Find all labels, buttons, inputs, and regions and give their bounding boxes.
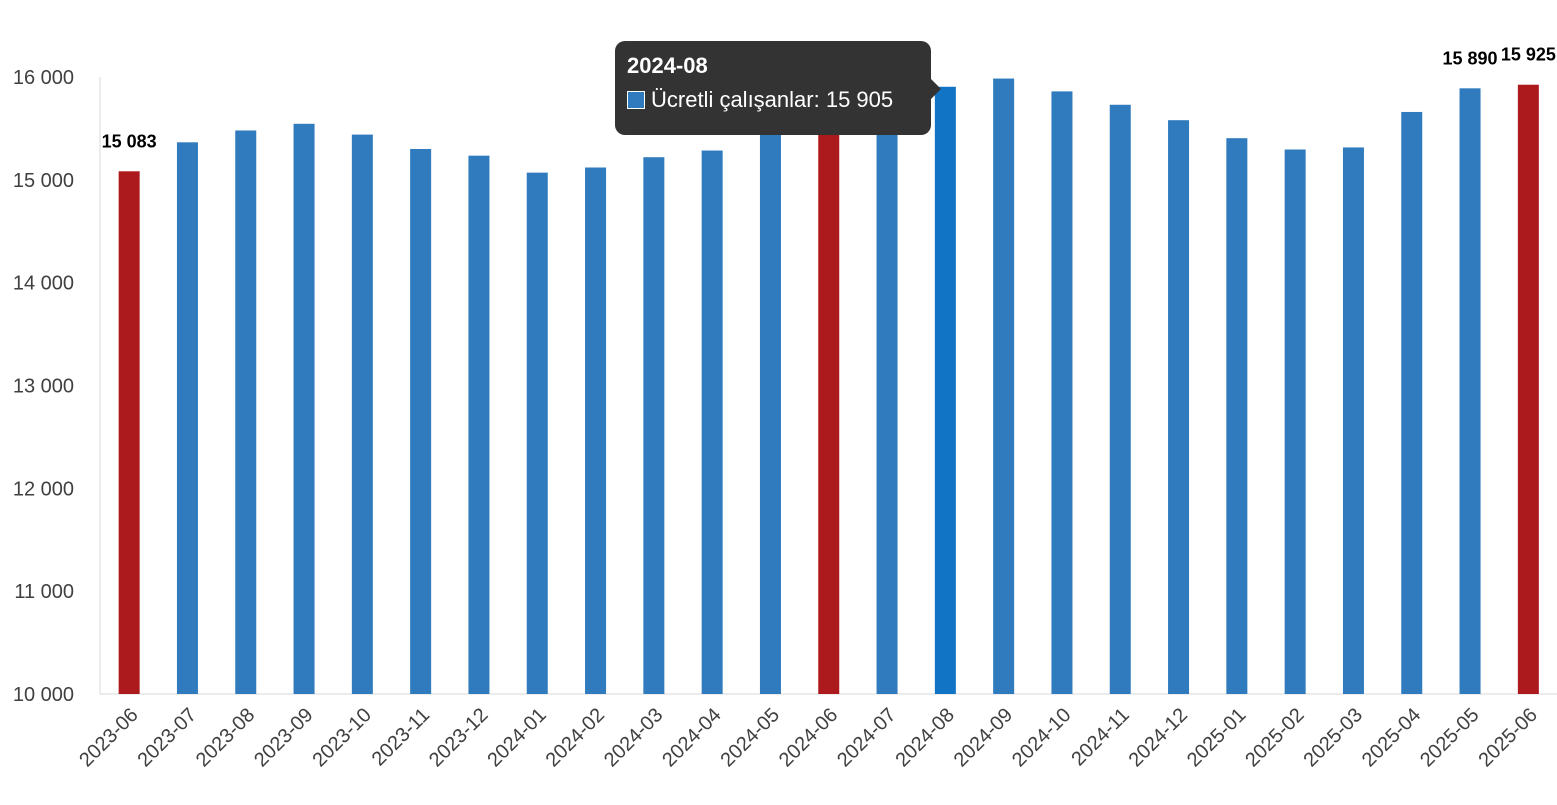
bar	[876, 86, 898, 694]
x-tick-label: 2024-11	[1067, 704, 1133, 770]
bar	[1459, 88, 1481, 695]
bar	[1342, 147, 1364, 695]
bar	[993, 78, 1015, 695]
bar	[643, 157, 665, 694]
x-tick-label: 2023-10	[308, 704, 375, 771]
bar	[235, 130, 257, 694]
bar	[1051, 91, 1073, 694]
x-tick-label: 2023-12	[425, 704, 492, 771]
bar	[526, 172, 548, 694]
x-tick-label: 2023-09	[250, 704, 317, 771]
tooltip-series-swatch	[627, 91, 645, 109]
tooltip-title: 2024-08	[627, 53, 708, 78]
y-tick-label: 16 000	[13, 67, 74, 89]
bar	[1226, 138, 1248, 694]
x-tick-label: 2025-05	[1416, 704, 1483, 771]
tooltip-row: Ücretli çalışanlar: 15 905	[627, 87, 919, 113]
x-tick-label: 2023-07	[134, 704, 201, 771]
y-tick-label: 15 000	[13, 170, 74, 192]
x-tick-label: 2023-08	[192, 704, 259, 771]
bar	[293, 123, 315, 694]
y-tick-label: 13 000	[13, 376, 74, 398]
x-tick-label: 2023-11	[368, 704, 434, 770]
bar	[934, 86, 956, 694]
bar	[1517, 84, 1539, 694]
bar	[1109, 104, 1131, 694]
x-tick-label: 2024-04	[658, 704, 725, 771]
y-tick-label: 10 000	[13, 684, 74, 706]
bar	[351, 134, 373, 694]
x-tick-label: 2024-02	[542, 704, 609, 771]
bar	[701, 150, 723, 695]
x-tick-label: 2024-06	[775, 704, 842, 771]
tooltip-label: Ücretli çalışanlar: 15 905	[651, 87, 894, 112]
bar	[1284, 149, 1306, 694]
x-tick-label: 2024-08	[891, 704, 958, 771]
x-tick-label: 2025-01	[1183, 704, 1250, 771]
bar	[176, 142, 198, 694]
data-label: 15 890	[1443, 48, 1498, 68]
x-tick-label: 2025-02	[1241, 704, 1308, 771]
bar	[118, 171, 140, 695]
bar	[1401, 111, 1423, 695]
x-tick-label: 2025-06	[1474, 704, 1541, 771]
x-tick-label: 2024-07	[833, 704, 900, 771]
bar	[1168, 120, 1190, 694]
y-tick-label: 14 000	[13, 273, 74, 295]
x-tick-label: 2024-03	[600, 704, 667, 771]
x-tick-label: 2025-03	[1300, 704, 1367, 771]
x-tick-label: 2024-09	[950, 704, 1017, 771]
y-tick-label: 11 000	[14, 581, 74, 603]
x-tick-label: 2024-05	[717, 704, 784, 771]
x-tick-label: 2024-12	[1125, 704, 1192, 771]
bar	[468, 155, 490, 695]
data-label: 15 083	[102, 131, 157, 151]
bar	[410, 148, 432, 694]
x-tick-label: 2023-06	[75, 704, 142, 771]
data-label: 15 925	[1501, 45, 1556, 65]
y-tick-label: 12 000	[13, 478, 74, 500]
x-tick-label: 2025-04	[1358, 704, 1425, 771]
x-tick-label: 2024-01	[483, 704, 550, 771]
bar	[585, 167, 607, 694]
bar	[818, 116, 840, 694]
chart-tooltip: 2024-08 Ücretli çalışanlar: 15 905	[615, 41, 941, 135]
bar	[759, 112, 781, 694]
x-tick-label: 2024-10	[1008, 704, 1075, 771]
